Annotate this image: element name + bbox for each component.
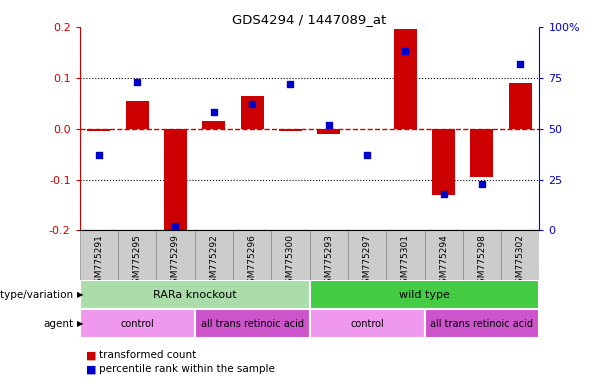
Bar (240, 96, 264, 129)
Point (132, 79, 142, 85)
Bar (80, 309, 195, 338)
Text: GSM775298: GSM775298 (478, 234, 487, 289)
Bar (501, 230, 539, 280)
Text: GSM775300: GSM775300 (286, 234, 295, 290)
Text: GSM775292: GSM775292 (209, 234, 218, 289)
Bar (310, 230, 348, 280)
Bar (164, 129, 187, 233)
Point (170, 223, 180, 229)
Point (439, 191, 449, 197)
Text: ▶: ▶ (77, 290, 83, 299)
Bar (310, 280, 539, 309)
Bar (471, 129, 493, 177)
Text: GSM775294: GSM775294 (439, 234, 448, 289)
Text: GSM775291: GSM775291 (94, 234, 104, 289)
Title: GDS4294 / 1447089_at: GDS4294 / 1447089_at (232, 13, 387, 26)
Text: percentile rank within the sample: percentile rank within the sample (99, 364, 275, 374)
Bar (233, 230, 271, 280)
Bar (310, 309, 424, 338)
Bar (424, 230, 463, 280)
Text: GSM775301: GSM775301 (401, 234, 410, 290)
Point (247, 101, 257, 107)
Text: GSM775295: GSM775295 (132, 234, 142, 289)
Text: RARa knockout: RARa knockout (153, 290, 237, 300)
Bar (509, 83, 531, 129)
Bar (348, 230, 386, 280)
Bar (195, 230, 233, 280)
Text: GSM775302: GSM775302 (516, 234, 525, 289)
Bar (279, 129, 302, 131)
Bar (156, 230, 195, 280)
Text: genotype/variation: genotype/variation (0, 290, 74, 300)
Text: control: control (120, 318, 154, 329)
Bar (424, 309, 539, 338)
Text: wild type: wild type (399, 290, 450, 300)
Point (477, 180, 487, 187)
Text: GSM775297: GSM775297 (362, 234, 371, 289)
Text: agent: agent (44, 318, 74, 329)
Text: ▶: ▶ (77, 319, 83, 328)
Bar (195, 309, 310, 338)
Bar (202, 121, 226, 129)
Point (209, 109, 219, 116)
Bar (432, 129, 455, 195)
Text: transformed count: transformed count (99, 350, 197, 360)
Point (324, 121, 333, 127)
Bar (80, 230, 118, 280)
Point (362, 152, 372, 158)
Text: ■: ■ (86, 364, 96, 374)
Point (400, 48, 410, 55)
Bar (463, 230, 501, 280)
Bar (118, 230, 156, 280)
Bar (386, 230, 424, 280)
Point (286, 81, 295, 87)
Bar (271, 230, 310, 280)
Bar (126, 101, 148, 129)
Text: GSM775296: GSM775296 (248, 234, 257, 289)
Bar (394, 30, 417, 129)
Point (94, 152, 104, 158)
Text: GSM775299: GSM775299 (171, 234, 180, 289)
Text: control: control (350, 318, 384, 329)
Bar (87, 129, 110, 131)
Text: GSM775293: GSM775293 (324, 234, 333, 289)
Text: ■: ■ (86, 350, 96, 360)
Bar (80, 280, 310, 309)
Text: all trans retinoic acid: all trans retinoic acid (430, 318, 533, 329)
Bar (318, 129, 340, 134)
Point (516, 60, 525, 66)
Text: all trans retinoic acid: all trans retinoic acid (200, 318, 303, 329)
